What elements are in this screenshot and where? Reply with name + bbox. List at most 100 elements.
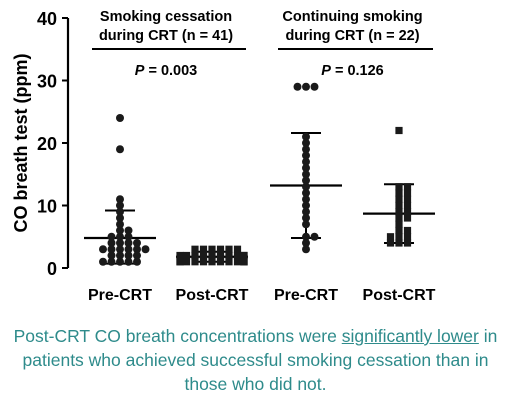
data-point-square <box>395 239 403 247</box>
data-point-circle <box>302 139 310 147</box>
data-point-circle <box>116 214 124 222</box>
data-point-circle <box>302 239 310 247</box>
data-point-circle <box>107 232 116 241</box>
data-point-square <box>182 258 191 266</box>
data-point-circle <box>302 176 310 185</box>
data-point-square <box>233 251 242 260</box>
data-point-circle <box>116 145 124 154</box>
data-point-square <box>403 189 412 197</box>
data-point-square <box>395 195 403 203</box>
y-tick-label: 30 <box>37 72 57 92</box>
caption-underlined: significantly lower <box>341 326 479 346</box>
data-point-square <box>216 251 225 260</box>
data-point-square <box>199 251 208 260</box>
p-value: = 0.003 <box>144 63 197 79</box>
data-point-circle <box>302 82 310 91</box>
data-point-circle <box>116 239 124 247</box>
data-point-square <box>176 251 184 260</box>
x-tick-label: Post-CRT <box>363 287 436 304</box>
data-point-circle <box>116 245 124 254</box>
data-point-circle <box>116 201 124 210</box>
group-annotations: Smoking cessation during CRT (n = 41) P = … <box>92 9 433 79</box>
data-point-circle <box>116 226 124 235</box>
p-symbol: P <box>321 63 331 79</box>
data-point-square <box>233 245 242 253</box>
data-point-square <box>225 251 233 260</box>
p-symbol: P <box>135 63 145 79</box>
data-point-square <box>208 258 216 266</box>
x-tick-label: Pre-CRT <box>88 287 152 304</box>
data-point-square <box>395 183 403 191</box>
data-point-circle <box>116 251 124 260</box>
data-point-circle <box>124 226 133 235</box>
p-value-label: P = 0.126 <box>321 63 383 79</box>
data-point-square <box>403 201 412 210</box>
data-point-circle <box>133 239 141 247</box>
caption-part2: in patients who achieved successful smok… <box>22 326 498 394</box>
data-point-square <box>403 239 412 247</box>
data-point-square <box>395 126 403 135</box>
data-point-circle <box>107 245 116 254</box>
group-title-line2: during CRT (n = 22) <box>285 28 419 44</box>
data-point-square <box>403 226 412 235</box>
data-point-square <box>191 245 199 253</box>
y-tick-label: 10 <box>37 197 57 217</box>
data-point-circle <box>124 257 133 266</box>
data-point-square <box>403 233 412 241</box>
data-point-circle <box>116 232 124 241</box>
data-point-square <box>216 245 225 253</box>
data-point-circle <box>302 220 310 229</box>
group-title-line1: Continuing smoking <box>282 9 422 25</box>
data-point-circle <box>133 245 141 254</box>
data-point-circle <box>302 195 310 204</box>
data-point-circle <box>302 207 310 216</box>
data-point-square <box>395 214 403 222</box>
x-tick-label: Pre-CRT <box>274 287 338 304</box>
data-point-circle <box>99 257 107 266</box>
caption-part1: Post-CRT CO breath concentrations were <box>13 326 342 346</box>
data-point-square <box>395 220 403 228</box>
data-point-square <box>182 251 191 260</box>
data-point-square <box>395 189 403 197</box>
data-point-square <box>199 258 208 266</box>
data-point-square <box>191 258 199 266</box>
data-point-circle <box>107 251 116 260</box>
data-point-circle <box>302 201 310 210</box>
data-point-circle <box>293 82 302 91</box>
data-point-circle <box>116 220 124 229</box>
data-point-circle <box>124 245 133 254</box>
data-point-square <box>403 195 412 203</box>
data-point-square <box>208 245 216 253</box>
data-point-circle <box>302 214 310 222</box>
data-point-square <box>395 226 403 235</box>
group-title-line2: during CRT (n = 41) <box>99 28 233 44</box>
y-tick-label: 0 <box>47 259 57 279</box>
data-point-circle <box>141 245 150 254</box>
data-point-circle <box>302 245 310 254</box>
data-point-square <box>199 245 208 253</box>
data-point-square <box>240 258 248 266</box>
y-ticks: 0 10 20 30 40 <box>37 9 68 279</box>
data-point-square <box>208 251 216 260</box>
data-point-circle <box>302 189 310 197</box>
data-point-square <box>240 251 248 260</box>
data-point-circle <box>107 257 116 266</box>
data-point-circle <box>116 114 124 122</box>
data-point-circle <box>302 151 310 160</box>
data-point-circle <box>124 232 133 241</box>
data-point-circle <box>302 182 310 191</box>
data-point-circle <box>310 232 319 241</box>
data-point-circle <box>116 257 124 266</box>
data-point-square <box>395 233 403 241</box>
data-point-square <box>386 233 395 241</box>
data-point-circle <box>133 251 141 260</box>
p-value: = 0.126 <box>331 63 384 79</box>
dot-plot: 0 10 20 30 40 CO breath test (ppm) Smoking c… <box>11 9 436 304</box>
y-axis-label: CO breath test (ppm) <box>11 53 31 232</box>
y-tick-label: 40 <box>37 9 57 29</box>
data-point-circle <box>99 245 107 254</box>
data-point-circle <box>107 239 116 247</box>
data-point-square <box>191 251 199 260</box>
caption: Post-CRT CO breath concentrations were s… <box>0 324 511 396</box>
data-point-circle <box>116 207 124 216</box>
